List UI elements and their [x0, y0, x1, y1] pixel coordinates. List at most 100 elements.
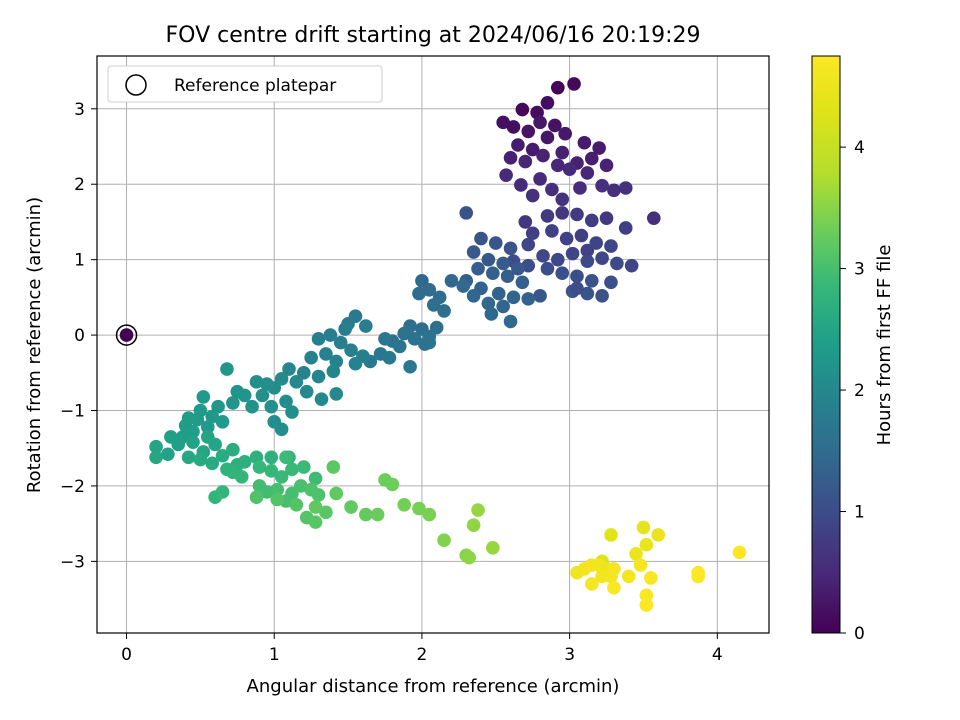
scatter-point [515, 102, 530, 117]
scatter-point [540, 130, 555, 145]
scatter-point [607, 562, 621, 576]
scatter-point [226, 442, 240, 457]
scatter-point [599, 211, 614, 225]
legend-entry-reference: Reference platepar [174, 76, 336, 96]
y-tick-label: −3 [60, 552, 85, 572]
scatter-point [289, 497, 304, 512]
scatter-point [607, 580, 621, 595]
scatter-point [621, 569, 636, 584]
scatter-point [422, 283, 437, 297]
data-points [149, 77, 747, 612]
scatter-point [308, 471, 323, 486]
scatter-point [279, 450, 293, 465]
scatter-point [506, 120, 521, 134]
scatter-point [506, 290, 521, 305]
scatter-point [264, 399, 279, 414]
scatter-point [397, 497, 412, 512]
scatter-point [311, 332, 326, 346]
legend-marker-icon [125, 74, 147, 96]
reference-ring [115, 324, 138, 346]
scatter-point [558, 126, 572, 141]
scatter-point [540, 209, 555, 223]
scatter-point [279, 394, 293, 409]
scatter-point [326, 364, 341, 379]
scatter-point [252, 460, 267, 474]
y-tick-label: −2 [60, 477, 85, 497]
scatter-point [555, 206, 570, 220]
scatter-point [193, 452, 208, 467]
scatter-point [226, 396, 240, 410]
scatter-point [282, 362, 296, 376]
scatter-point [503, 151, 518, 165]
scatter-point [245, 399, 259, 414]
scatter-point [511, 261, 525, 276]
colorbar-tick-label: 1 [854, 503, 865, 523]
scatter-point [567, 77, 581, 91]
scatter-point [326, 460, 341, 474]
scatter-point [565, 246, 580, 261]
scatter-point [186, 435, 200, 449]
scatter-point [499, 168, 513, 182]
scatter-point [196, 390, 211, 404]
scatter-point [149, 439, 163, 454]
scatter-point [260, 377, 274, 391]
scatter-point [462, 550, 476, 565]
scatter-point [562, 162, 577, 176]
scatter-point [285, 462, 299, 477]
scatter-point [486, 540, 500, 555]
colorbar-tick-label: 0 [854, 624, 865, 644]
scatter-point [181, 450, 196, 465]
scatter-point [344, 343, 358, 357]
scatter-point [471, 503, 485, 517]
scatter-point [481, 252, 496, 267]
scatter-point [370, 507, 385, 522]
scatter-point [344, 500, 358, 514]
scatter-point [515, 275, 530, 290]
x-tick-label: 0 [121, 645, 132, 665]
scatter-point [249, 490, 264, 505]
scatter-point [555, 145, 570, 160]
scatter-point [584, 577, 599, 591]
scatter-point [308, 500, 323, 514]
scatter-point [471, 261, 485, 276]
x-axis-label: Angular distance from reference (arcmin) [247, 676, 620, 697]
scatter-point [459, 206, 474, 220]
scatter-point [639, 537, 654, 552]
scatter-point [574, 228, 589, 243]
scatter-point [525, 226, 540, 241]
scatter-point [540, 261, 555, 276]
scatter-point [536, 249, 550, 263]
scatter-point [426, 298, 441, 312]
scatter-point [403, 359, 417, 374]
scatter-point [274, 470, 289, 484]
legend-box [107, 65, 383, 103]
scatter-point [633, 558, 648, 572]
scatter-point [545, 224, 559, 238]
scatter-point [444, 273, 459, 288]
reference-point [119, 328, 134, 342]
scatter-point [220, 362, 234, 376]
scatter-point [577, 135, 592, 150]
scatter-point [599, 158, 614, 173]
scatter-point [359, 507, 373, 522]
plot-area-frame [96, 55, 770, 634]
scatter-point [555, 192, 570, 207]
colorbar: 0 1 2 3 4 Hours from first FF file [811, 55, 895, 644]
reference-marker [115, 324, 138, 346]
x-tick-label: 1 [269, 645, 280, 665]
scatter-point [382, 350, 397, 365]
scatter-point [437, 533, 451, 548]
scatter-point [392, 339, 407, 354]
scatter-point [570, 207, 584, 222]
scatter-point [540, 95, 555, 110]
scatter-point [412, 501, 426, 516]
scatter-point [518, 154, 533, 169]
scatter-point [604, 239, 618, 253]
y-tick-label: 3 [74, 100, 85, 120]
scatter-point [496, 299, 510, 314]
scatter-point [580, 166, 595, 180]
scatter-point [359, 319, 373, 333]
y-tick-label: 0 [74, 326, 85, 346]
scatter-point [211, 399, 225, 414]
